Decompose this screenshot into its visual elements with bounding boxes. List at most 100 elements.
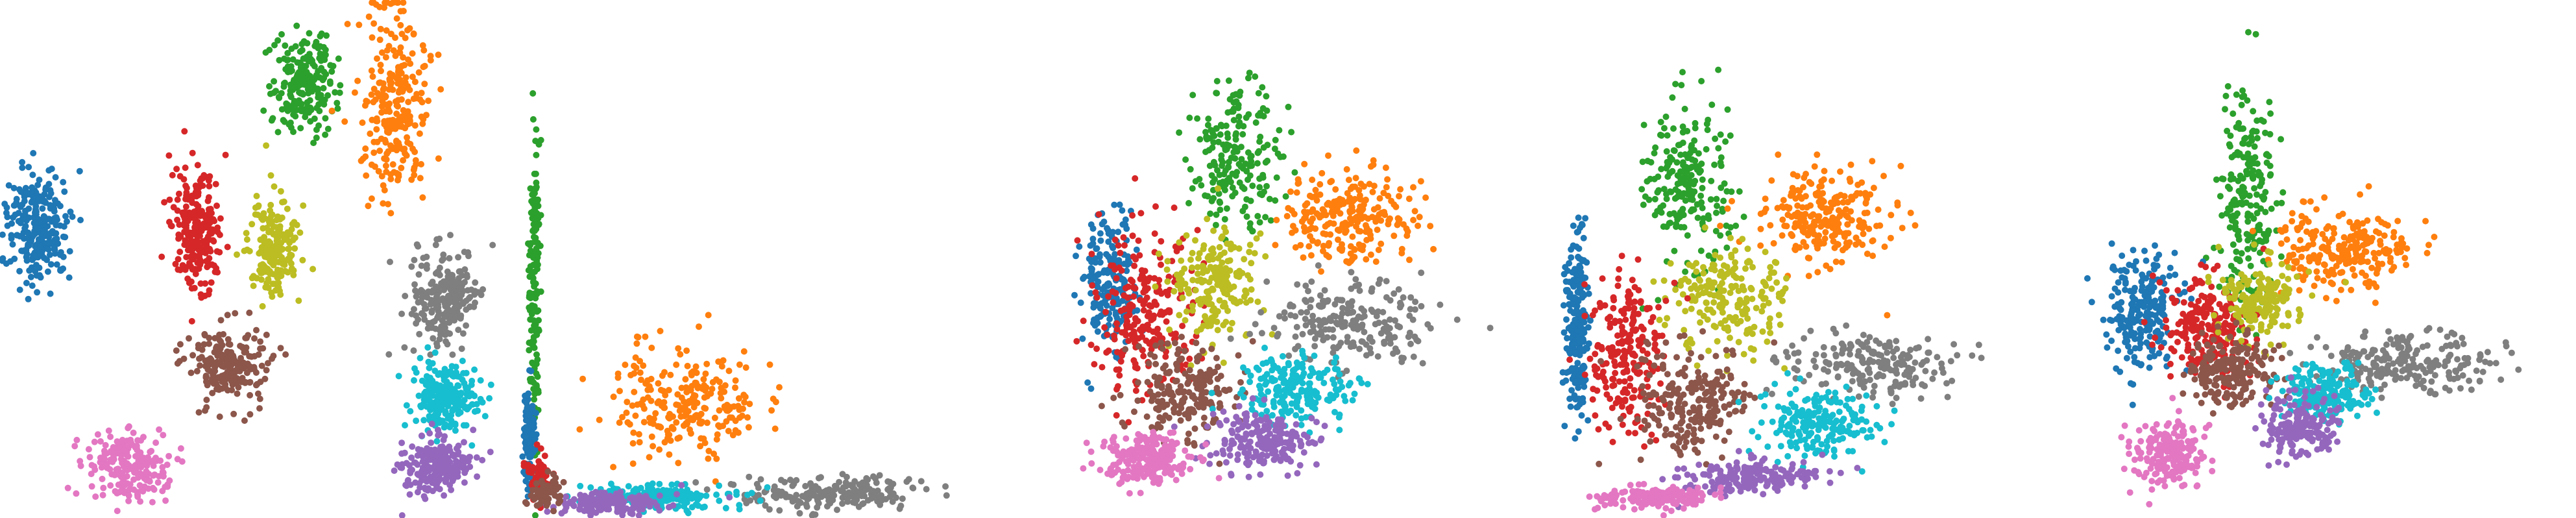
scatter-point bbox=[640, 362, 647, 369]
scatter-point bbox=[428, 421, 435, 427]
scatter-point bbox=[1333, 345, 1340, 352]
scatter-point bbox=[3, 204, 10, 211]
scatter-point bbox=[256, 250, 263, 257]
scatter-point bbox=[365, 203, 372, 210]
scatter-point bbox=[424, 344, 431, 351]
scatter-point bbox=[465, 295, 472, 302]
scatter-point bbox=[1387, 340, 1394, 347]
scatter-point bbox=[1294, 180, 1302, 187]
scatter-point bbox=[216, 231, 223, 238]
scatter-point bbox=[1091, 275, 1099, 282]
scatter-point bbox=[1256, 138, 1263, 145]
scatter-point bbox=[713, 455, 720, 462]
scatter-point bbox=[307, 78, 314, 85]
scatter-point bbox=[170, 204, 177, 211]
scatter-point bbox=[282, 42, 289, 49]
scatter-point bbox=[278, 31, 285, 38]
scatter-point bbox=[1321, 287, 1328, 294]
scatter-point bbox=[73, 436, 80, 443]
scatter-point bbox=[1099, 364, 1106, 371]
scatter-point bbox=[33, 208, 40, 216]
scatter-point bbox=[138, 487, 145, 494]
scatter-point bbox=[191, 210, 198, 217]
scatter-point bbox=[1245, 176, 1251, 183]
scatter-point bbox=[395, 89, 402, 96]
scatter-point bbox=[702, 370, 709, 377]
scatter-point bbox=[143, 468, 150, 475]
scatter-point bbox=[199, 208, 205, 215]
scatter-point bbox=[1088, 251, 1095, 258]
scatter-point bbox=[423, 112, 430, 119]
scatter-point bbox=[406, 25, 413, 32]
scatter-point bbox=[629, 494, 636, 501]
scatter-point bbox=[1418, 302, 1425, 310]
scatter-point bbox=[478, 291, 485, 299]
cluster-6 bbox=[173, 309, 289, 424]
scatter-point bbox=[1195, 255, 1202, 262]
scatter-point bbox=[164, 462, 171, 468]
scatter-point bbox=[1239, 184, 1246, 191]
scatter-point bbox=[377, 25, 384, 32]
scatter-point bbox=[1222, 167, 1229, 174]
scatter-point bbox=[1102, 308, 1109, 315]
scatter-point bbox=[1156, 277, 1163, 284]
scatter-point bbox=[1189, 277, 1197, 284]
scatter-point bbox=[1374, 308, 1381, 315]
scatter-point bbox=[1097, 305, 1104, 312]
scatter-point bbox=[650, 420, 657, 427]
scatter-point bbox=[320, 43, 327, 51]
scatter-point bbox=[1222, 147, 1229, 154]
scatter-point bbox=[400, 0, 407, 6]
scatter-point bbox=[395, 80, 401, 87]
scatter-point bbox=[679, 497, 687, 504]
scatter-point bbox=[60, 233, 67, 240]
scatter-point bbox=[1254, 213, 1261, 219]
scatter-point bbox=[430, 335, 437, 342]
scatter-point bbox=[1116, 372, 1123, 379]
scatter-point bbox=[407, 408, 414, 415]
scatter-point bbox=[383, 27, 390, 34]
scatter-point bbox=[1375, 247, 1382, 253]
scatter-point bbox=[627, 371, 635, 378]
scatter-point bbox=[670, 413, 676, 420]
scatter-point bbox=[203, 373, 210, 380]
scatter-point bbox=[722, 382, 729, 389]
scatter-point bbox=[471, 366, 478, 373]
scatter-point bbox=[401, 344, 408, 351]
scatter-point bbox=[324, 125, 332, 132]
scatter-point bbox=[69, 213, 76, 220]
scatter-point bbox=[713, 436, 720, 443]
scatter-point bbox=[1178, 282, 1185, 289]
scatter-point bbox=[278, 90, 285, 97]
scatter-point bbox=[182, 203, 189, 210]
scatter-point bbox=[1220, 359, 1227, 366]
scatter-point bbox=[1210, 158, 1217, 166]
scatter-point bbox=[662, 391, 669, 399]
scatter-point bbox=[273, 217, 280, 224]
scatter-point bbox=[776, 384, 783, 391]
scatter-point bbox=[193, 367, 200, 375]
scatter-point bbox=[282, 267, 289, 275]
scatter-point bbox=[42, 227, 48, 234]
scatter-point bbox=[254, 390, 261, 397]
scatter-point bbox=[210, 373, 217, 380]
scatter-point bbox=[1236, 92, 1243, 99]
scatter-point bbox=[675, 345, 682, 352]
scatter-point bbox=[271, 254, 278, 262]
scatter-point bbox=[1272, 241, 1279, 249]
scatter-point bbox=[177, 233, 184, 240]
scatter-point bbox=[1343, 166, 1350, 173]
scatter-point bbox=[1214, 167, 1221, 174]
scatter-point bbox=[4, 214, 11, 221]
scatter-point bbox=[864, 476, 871, 483]
scatter-point bbox=[455, 327, 462, 334]
scatter-point bbox=[414, 489, 421, 496]
scatter-point bbox=[258, 362, 265, 369]
scatter-point bbox=[715, 422, 722, 429]
scatter-point bbox=[23, 246, 30, 253]
scatter-point bbox=[703, 419, 711, 426]
scatter-point bbox=[1337, 210, 1344, 217]
scatter-point bbox=[1240, 123, 1247, 130]
scatter-point bbox=[457, 268, 464, 275]
scatter-point bbox=[527, 263, 534, 270]
